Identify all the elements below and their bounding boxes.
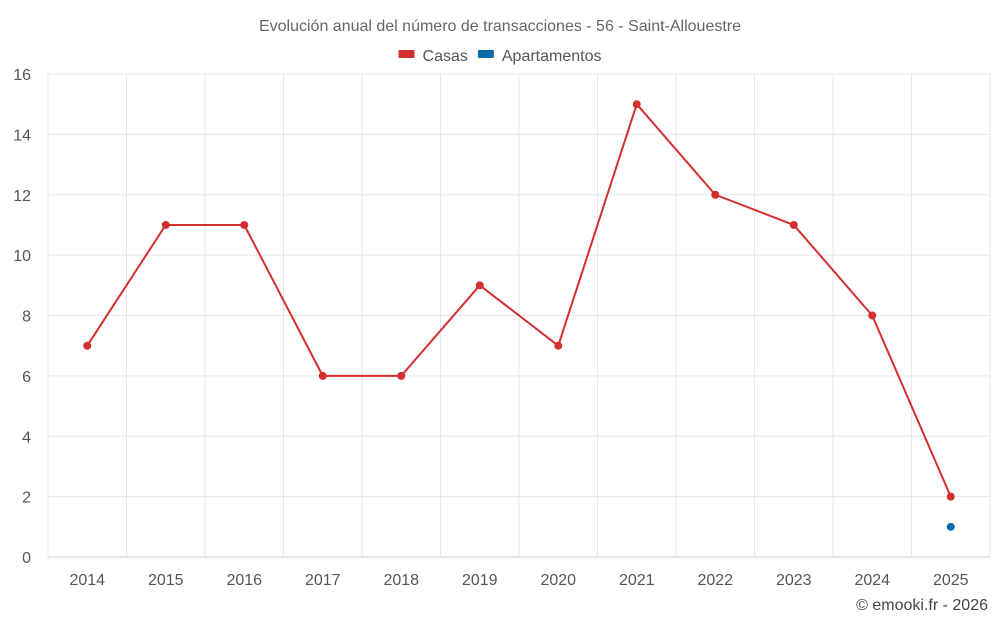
series-layer <box>83 100 955 531</box>
credit-text: © emooki.fr - 2026 <box>856 597 988 614</box>
y-tick-label: 14 <box>13 127 31 144</box>
x-tick-label: 2024 <box>854 572 890 589</box>
data-point-casas <box>554 341 563 350</box>
data-point-casas <box>161 220 170 229</box>
axes: 0 2 4 6 8 10 12 14 16 2014 2015 2016 2017 2018 2019 202… <box>13 67 990 589</box>
x-tick-label: 2023 <box>776 572 812 589</box>
legend-label: Casas <box>423 48 468 65</box>
y-tick-label: 10 <box>13 248 31 265</box>
data-point-casas <box>711 190 720 199</box>
data-point-casas <box>318 371 327 380</box>
x-tick-label: 2022 <box>697 572 733 589</box>
data-point-casas <box>397 371 406 380</box>
x-tick-label: 2015 <box>148 572 184 589</box>
x-tick-label: 2020 <box>540 572 576 589</box>
legend-swatch <box>477 50 494 58</box>
data-point-casas <box>946 492 955 501</box>
x-tick-label: 2014 <box>69 572 105 589</box>
legend: Casas Apartamentos <box>398 48 602 65</box>
y-tick-label: 0 <box>22 550 31 567</box>
series-line-casas <box>86 103 952 498</box>
data-point-casas <box>475 281 484 290</box>
x-tick-label: 2025 <box>933 572 969 589</box>
data-point-casas <box>632 100 641 109</box>
y-tick-label: 16 <box>13 67 31 84</box>
legend-item-apartamentos: Apartamentos <box>477 48 602 65</box>
data-point-casas <box>868 311 877 320</box>
y-tick-label: 12 <box>13 188 31 205</box>
legend-label: Apartamentos <box>502 48 602 65</box>
legend-item-casas: Casas <box>398 48 468 65</box>
data-point-casas <box>789 220 798 229</box>
data-point-casas <box>83 341 92 350</box>
y-tick-label: 4 <box>22 429 31 446</box>
data-point-apartamentos <box>946 522 955 531</box>
chart-title: Evolución anual del número de transaccio… <box>259 18 741 35</box>
data-point-casas <box>240 220 249 229</box>
x-tick-label: 2021 <box>619 572 655 589</box>
y-tick-label: 6 <box>22 369 31 386</box>
legend-swatch <box>398 50 415 58</box>
x-tick-label: 2016 <box>226 572 262 589</box>
x-tick-label: 2018 <box>383 572 419 589</box>
grid <box>47 73 991 558</box>
y-tick-label: 8 <box>22 309 31 326</box>
x-tick-label: 2019 <box>462 572 498 589</box>
x-tick-label: 2017 <box>305 572 341 589</box>
y-tick-label: 2 <box>22 490 31 507</box>
